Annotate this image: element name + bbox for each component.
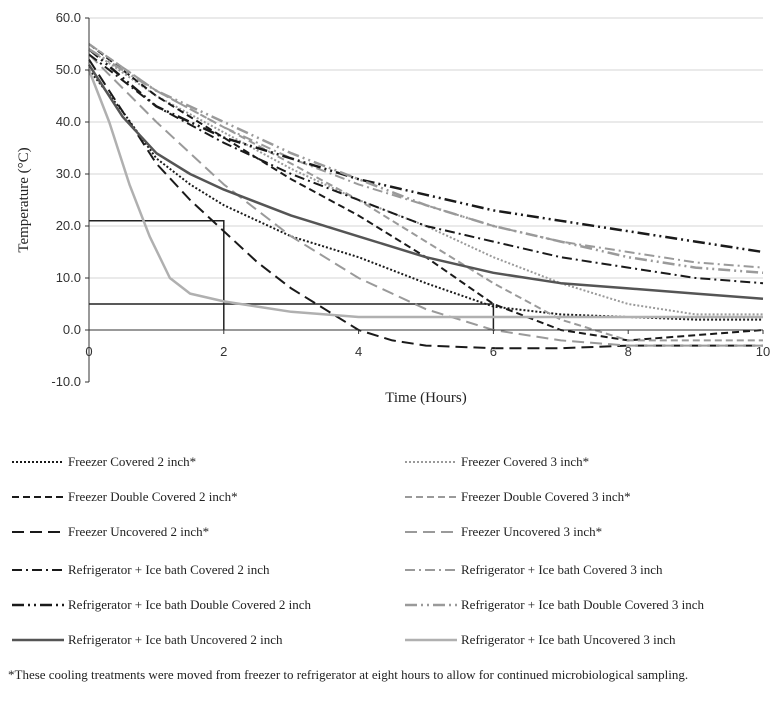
series-line [88,48,764,275]
y-tick-label: 0.0 [63,322,81,337]
legend-label: Freezer Covered 2 inch* [68,454,196,469]
legend-label: Refrigerator + Ice bath Double Covered 3… [461,597,705,612]
series-line [88,59,763,350]
legend-label: Freezer Covered 3 inch* [461,454,589,469]
series-line [87,69,763,319]
reference-lines [89,220,495,330]
series-line [88,48,763,316]
series-line [88,53,763,347]
series-line [88,43,764,342]
y-tick-label: -10.0 [51,374,81,389]
series-line [88,43,763,342]
legend-label: Refrigerator + Ice bath Double Covered 2… [68,597,312,612]
x-tick-label: 8 [625,344,632,359]
gridlines [89,17,763,279]
legend-label: Freezer Uncovered 3 inch* [461,524,602,539]
y-tick-label: 40.0 [56,114,81,129]
x-tick-label: 0 [85,344,92,359]
x-tick-label: 10 [756,344,770,359]
legend-label: Refrigerator + Ice bath Covered 2 inch [68,562,270,577]
reference-line [89,303,495,330]
legend-label: Refrigerator + Ice bath Uncovered 3 inch [461,632,676,647]
y-tick-label: 50.0 [56,62,81,77]
series-line [87,64,764,301]
x-axis-title: Time (Hours) [385,390,467,406]
legend: Freezer Covered 2 inch* Freezer Covered 3… [12,454,705,647]
series-lines [87,43,764,350]
legend-label: Refrigerator + Ice bath Uncovered 2 inch [68,632,283,647]
x-tick-label: 2 [220,344,227,359]
footnote: *These cooling treatments were moved fro… [8,667,689,682]
legend-label: Freezer Double Covered 2 inch* [68,489,238,504]
y-axis-title: Temperature (°C) [16,147,32,252]
x-tick-label: 4 [355,344,362,359]
reference-line [89,220,225,330]
series-line [88,48,764,254]
legend-label: Refrigerator + Ice bath Covered 3 inch [461,562,663,577]
y-tick-label: 60.0 [56,10,81,25]
y-tick-label: 10.0 [56,270,81,285]
y-tick-label: 20.0 [56,218,81,233]
series-line [88,53,764,285]
series-line [88,43,764,269]
x-tick-label: 6 [490,344,497,359]
axes: -10.0 0.0 10.0 20.0 30.0 40.0 50.0 60.0 0 2 4 6 8 10 [51,10,770,389]
y-tick-label: 30.0 [56,166,81,181]
legend-label: Freezer Double Covered 3 inch* [461,489,631,504]
legend-label: Freezer Uncovered 2 inch* [68,524,209,539]
